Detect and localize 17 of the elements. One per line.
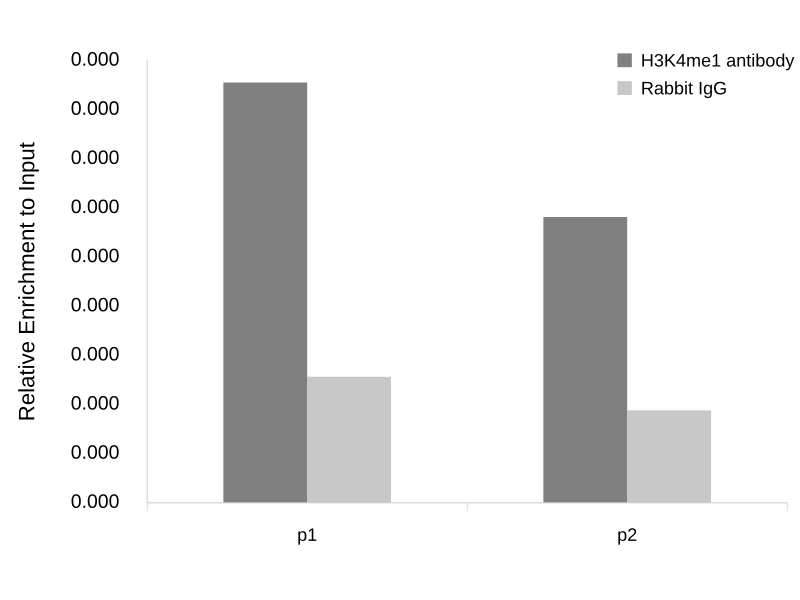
- text: 0.000: [72, 150, 119, 164]
- bar: [543, 216, 628, 503]
- x-tick-label: p2: [618, 528, 636, 545]
- bar: [223, 82, 308, 503]
- text: 0.000: [72, 396, 119, 410]
- text: 0.000: [72, 199, 119, 214]
- x-tick-label: p1: [298, 528, 316, 545]
- text: 0.000: [72, 101, 119, 115]
- y-axis-title: Relative Enrichment to Input: [18, 142, 39, 420]
- text: 0.000: [72, 494, 119, 508]
- legend-label: H3K4me1 antibody: [642, 53, 794, 70]
- text: 0.000: [72, 445, 119, 459]
- text: 0.000: [72, 346, 119, 361]
- legend-label: Rabbit IgG: [642, 81, 726, 98]
- text: 0.000: [72, 298, 119, 312]
- text: 0.000: [72, 52, 119, 66]
- text: 0.000: [72, 248, 119, 262]
